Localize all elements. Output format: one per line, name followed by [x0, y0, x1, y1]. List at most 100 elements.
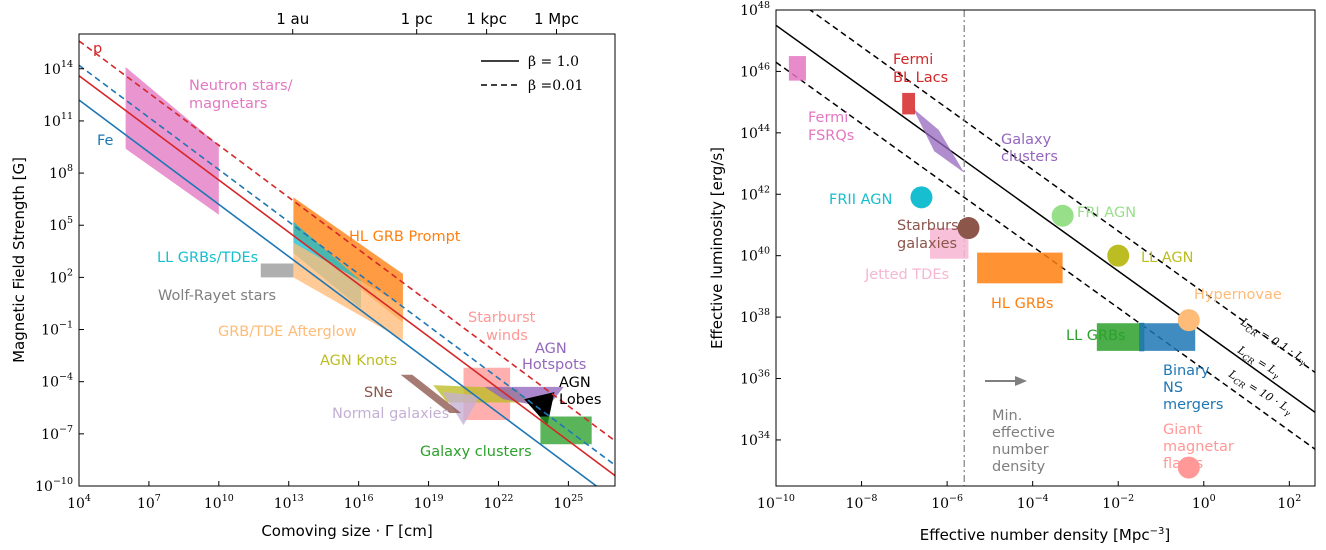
left-ytick-label: 10−4 [41, 372, 73, 391]
label-frii-agn: FRII AGN [829, 192, 892, 208]
right-y-axis-label: Effective luminosity [erg/s] [708, 147, 726, 349]
legend-label-beta-1: β = 1.0 [528, 54, 579, 70]
region-galaxy-clusters [912, 108, 965, 173]
lcr-line-1 [776, 24, 1315, 413]
right-ytick-label: 1042 [740, 184, 770, 203]
left-ytick-label: 10−7 [41, 424, 73, 443]
region-normal-galaxies [442, 392, 480, 426]
label-fermi-bllacs-1: Fermi [893, 52, 933, 68]
box-fermi-fsrqs [788, 56, 806, 81]
label-wolf-rayet: Wolf-Rayet stars [158, 288, 276, 304]
label-giant: Giant [1163, 422, 1202, 438]
left-xtick-label: 1016 [344, 493, 374, 512]
label-neutron-stars: Neutron stars/ [189, 78, 293, 94]
label-fermi-fsrqs-2: FSRQs [808, 128, 854, 144]
label-winds: winds [486, 328, 528, 344]
label-agn-knots: AGN Knots [320, 353, 397, 369]
label-normal-galaxies: Normal galaxies [332, 406, 449, 422]
lcr-line-0 [808, 10, 1315, 373]
label-magnetar: magnetar [1163, 439, 1234, 455]
right-xtick-label: 10−4 [1017, 493, 1049, 512]
left-ytick-label: 102 [49, 267, 73, 286]
box-ll-grbs [1096, 323, 1144, 351]
right-axes-frame [775, 9, 1316, 487]
label-fermi-bllacs-2: BL Lacs [893, 70, 948, 86]
left-xtick-label: 1025 [553, 493, 583, 512]
label-agn-lobes-2: Lobes [559, 392, 601, 408]
right-ytick-label: 1040 [740, 246, 770, 265]
right-ytick-label: 1044 [740, 123, 770, 142]
point-fri-agn [1051, 204, 1074, 227]
label-flares: flares [1163, 456, 1203, 472]
top-tick-label-1-au: 1 au [276, 10, 309, 28]
right-ytick-label: 1034 [740, 430, 770, 449]
left-ytick-label: 10−10 [35, 476, 73, 495]
point-ll-agn [1107, 244, 1130, 267]
label-number: number [992, 442, 1049, 458]
right-marks [788, 56, 1200, 479]
label-ll-grbs-tdes: LL GRBs/TDEs [157, 250, 258, 266]
left-annotations: p Fe Neutron stars/ magnetars HL GRB Pro… [93, 41, 601, 460]
left-lines [79, 40, 615, 486]
label-magnetars: magnetars [189, 96, 267, 112]
region-galaxy-clusters [540, 416, 592, 445]
right-ytick-label: 1038 [740, 307, 770, 326]
left-ytick-label: 1014 [43, 59, 73, 78]
left-top-ticks: 1 au 1 pc 1 kpc 1 Mpc [276, 10, 579, 34]
left-x-axis-label: Comoving size · Γ [cm] [261, 522, 432, 540]
left-ytick-label: 105 [49, 215, 73, 234]
right-xtick-label: 100 [1192, 493, 1216, 512]
label-agn-lobes-1: AGN [559, 375, 591, 391]
left-legend: β = 1.0 β =0.01 [481, 54, 583, 94]
label-min: Min. [992, 408, 1022, 424]
label-starburst: Starburst [468, 310, 536, 326]
right-annotations: Fermi BL Lacs Fermi FSRQs Galaxy cluster… [808, 52, 1282, 472]
left-xtick-label: 107 [137, 493, 161, 512]
region-neutron-stars-magnetats [125, 67, 219, 215]
left-xtick-label: 1022 [484, 493, 514, 512]
left-xtick-label: 1013 [274, 493, 304, 512]
label-binary: Binary [1163, 363, 1210, 379]
left-xtick-label: 1010 [204, 493, 234, 512]
label-hl-grbs: HL GRBs [991, 296, 1053, 312]
label-galaxy-clusters-right-1: Galaxy [1001, 132, 1052, 148]
top-tick-label-1-mpc: 1 Mpc [534, 10, 579, 28]
label-ll-agn: LL AGN [1141, 250, 1194, 266]
left-ytick-label: 1011 [43, 111, 73, 130]
label-ll-grbs: LL GRBs [1066, 328, 1126, 344]
box-fermi-bl-lacs [902, 92, 916, 115]
label-agn-hotspots-1: AGN [535, 341, 567, 357]
label-hypernovae: Hypernovae [1194, 287, 1282, 303]
left-ytick-label: 108 [49, 163, 73, 182]
right-ytick-label: 1048 [740, 0, 770, 19]
left-ytick-label: 10−1 [41, 320, 73, 339]
left-x-ticks: 104 107 1010 1013 1016 1019 1022 1025 [67, 481, 583, 512]
right-xtick-label: 10−6 [931, 493, 963, 512]
right-xtick-label: 102 [1277, 493, 1301, 512]
right-y-ticks: 1048 1046 1044 1042 1040 1038 1036 1034 [740, 0, 781, 449]
right-x-axis-label: Effective number density [Mpc−3] [920, 526, 1170, 544]
point-hypernovae [1177, 309, 1200, 332]
label-galaxy-clusters-right-2: clusters [1001, 149, 1058, 165]
left-xtick-label: 104 [67, 493, 91, 512]
label-p: p [93, 41, 102, 57]
label-sne: SNe [364, 385, 393, 401]
left-y-axis-label: Magnetic Field Strength [G] [10, 157, 28, 363]
label-starburst-2: galaxies [897, 236, 957, 252]
line-p-dashed [79, 40, 615, 442]
right-lines [776, 10, 1315, 486]
right-panel: 10−10 10−8 10−6 10−4 10−2 100 102 1048 1046 1044… [708, 0, 1316, 544]
top-tick-label-1-kpc: 1 kpc [466, 10, 507, 28]
region-wolf-rayet-stars [260, 263, 294, 278]
point-giant-magnetar-flares [1177, 456, 1200, 479]
label-agn-hotspots-2: Hotspots [522, 357, 586, 373]
right-ytick-label: 1036 [740, 369, 770, 388]
legend-label-beta-001: β =0.01 [528, 78, 583, 94]
top-tick-label-1-pc: 1 pc [401, 10, 433, 28]
left-panel: 104 107 1010 1013 1016 1019 1022 1025 101410111… [10, 10, 616, 540]
right-ytick-label: 1046 [740, 61, 770, 80]
line-fe-dashed [79, 64, 615, 466]
label-fe: Fe [97, 133, 114, 149]
point-starburst-galaxies [957, 217, 980, 240]
